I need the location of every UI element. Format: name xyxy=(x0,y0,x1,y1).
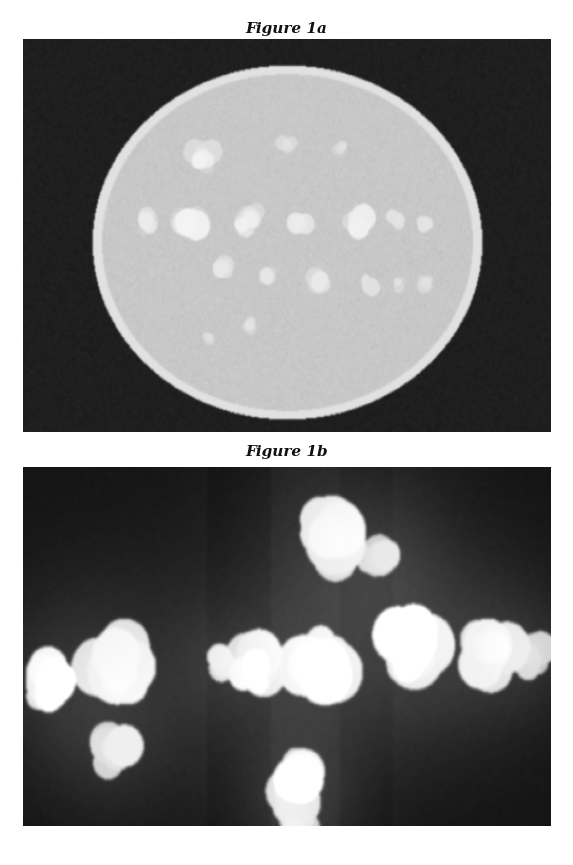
Text: Figure 1b: Figure 1b xyxy=(245,445,328,459)
Text: Figure 1a: Figure 1a xyxy=(246,22,327,35)
